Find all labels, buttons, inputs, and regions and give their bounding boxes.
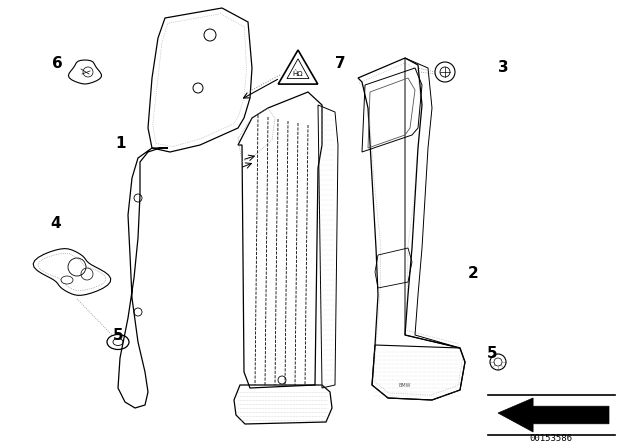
Text: 6: 6 (52, 56, 63, 71)
Text: 5: 5 (487, 346, 498, 361)
Text: ĤΩ: ĤΩ (292, 71, 303, 77)
Text: 00153586: 00153586 (529, 434, 573, 443)
Polygon shape (498, 398, 609, 432)
Text: 4: 4 (50, 216, 61, 231)
Text: 3: 3 (498, 60, 509, 75)
Text: 7: 7 (335, 56, 346, 71)
Text: 5: 5 (113, 328, 124, 343)
Text: BMW: BMW (399, 383, 412, 388)
Text: 2: 2 (468, 266, 479, 281)
Text: 1: 1 (115, 136, 125, 151)
